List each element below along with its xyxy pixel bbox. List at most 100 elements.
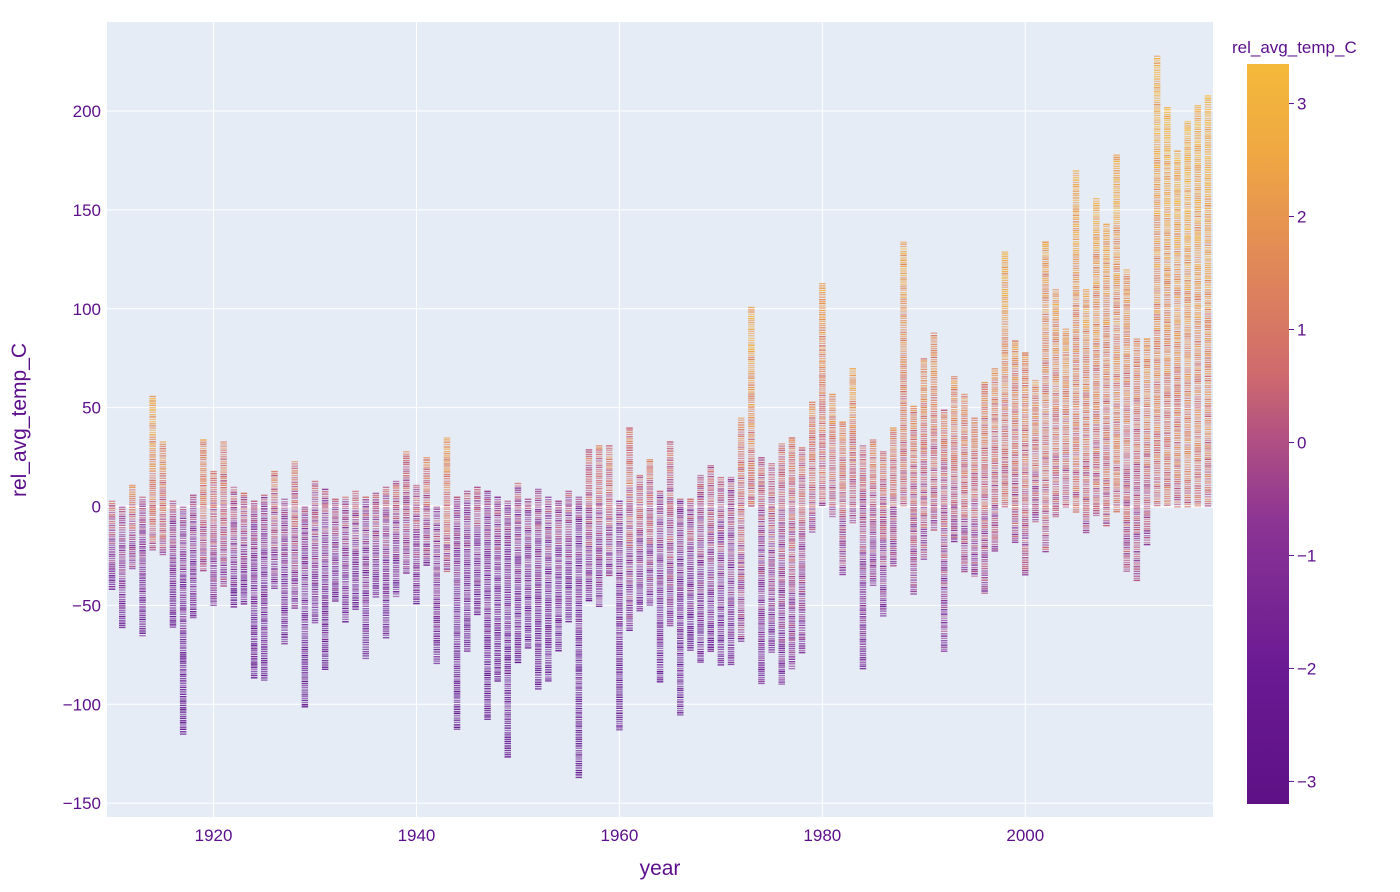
data-point	[646, 531, 654, 533]
data-point	[301, 597, 309, 599]
data-point	[453, 521, 461, 523]
data-point	[108, 509, 116, 511]
data-point	[464, 493, 471, 495]
data-point	[433, 553, 440, 556]
data-point	[190, 527, 197, 529]
data-point	[453, 697, 461, 699]
data-point	[535, 499, 542, 502]
data-point	[616, 601, 623, 603]
data-point	[159, 488, 167, 490]
data-point	[616, 614, 623, 616]
data-point	[261, 618, 268, 620]
data-point	[575, 752, 583, 754]
data-point	[179, 733, 187, 735]
data-point	[321, 556, 329, 559]
data-point	[504, 511, 511, 513]
data-point	[737, 517, 745, 520]
data-point	[311, 569, 319, 571]
data-point	[656, 561, 664, 563]
data-point	[362, 621, 369, 624]
data-point	[464, 648, 471, 650]
data-point	[474, 506, 481, 509]
data-point	[119, 529, 126, 531]
data-point	[149, 521, 156, 523]
data-point	[717, 476, 725, 479]
data-point	[717, 601, 725, 604]
data-point	[261, 569, 268, 571]
data-point	[311, 496, 319, 498]
data-point	[291, 584, 298, 587]
data-point	[504, 696, 511, 699]
data-point	[423, 517, 430, 519]
data-point	[737, 596, 745, 599]
data-point	[190, 518, 197, 521]
year-column	[535, 488, 542, 690]
year-column	[545, 496, 552, 682]
data-point	[666, 533, 674, 536]
data-point	[139, 558, 146, 560]
data-point	[474, 576, 481, 578]
data-point	[190, 581, 197, 583]
data-point	[666, 505, 674, 507]
data-point	[291, 591, 298, 593]
data-point	[494, 671, 501, 673]
data-point	[139, 612, 146, 614]
data-point	[423, 528, 430, 530]
data-point	[595, 451, 603, 453]
data-point	[514, 527, 522, 529]
data-point	[737, 562, 745, 564]
data-point	[484, 508, 491, 510]
data-point	[392, 569, 400, 571]
data-point	[555, 571, 562, 574]
data-point	[737, 585, 745, 588]
data-point	[514, 608, 522, 611]
data-point	[524, 568, 532, 571]
data-point	[616, 594, 623, 596]
data-point	[220, 504, 227, 506]
data-point	[545, 517, 552, 520]
data-point	[737, 466, 745, 468]
data-point	[484, 608, 491, 610]
data-point	[606, 563, 613, 566]
data-point	[677, 553, 684, 556]
data-point	[443, 453, 451, 455]
data-point	[585, 599, 593, 602]
data-point	[677, 576, 684, 578]
data-point	[575, 540, 583, 542]
data-point	[423, 562, 430, 564]
data-point	[291, 589, 298, 591]
data-point	[535, 635, 542, 637]
data-point	[149, 402, 156, 404]
data-point	[453, 514, 461, 516]
data-point	[595, 537, 603, 539]
data-point	[464, 542, 471, 544]
data-point	[778, 473, 785, 476]
data-point	[697, 524, 704, 527]
data-point	[210, 506, 217, 508]
data-point	[392, 517, 400, 520]
data-point	[545, 676, 552, 678]
year-column	[565, 490, 572, 623]
data-point	[443, 535, 451, 537]
data-point	[737, 446, 745, 448]
data-point	[240, 585, 248, 588]
data-point	[524, 516, 532, 519]
data-point	[616, 686, 623, 688]
data-point	[717, 536, 725, 539]
data-point	[281, 509, 288, 511]
year-column	[159, 441, 167, 556]
data-point	[758, 662, 765, 664]
data-point	[240, 562, 248, 564]
data-point	[575, 536, 583, 538]
data-point	[108, 511, 116, 514]
data-point	[514, 502, 522, 505]
data-point	[210, 570, 217, 572]
data-point	[342, 587, 349, 590]
data-point	[423, 508, 430, 510]
data-point	[250, 666, 258, 668]
data-point	[281, 622, 288, 625]
data-point	[504, 598, 511, 601]
data-point	[362, 531, 369, 534]
data-point	[129, 541, 136, 543]
data-point	[464, 598, 471, 600]
